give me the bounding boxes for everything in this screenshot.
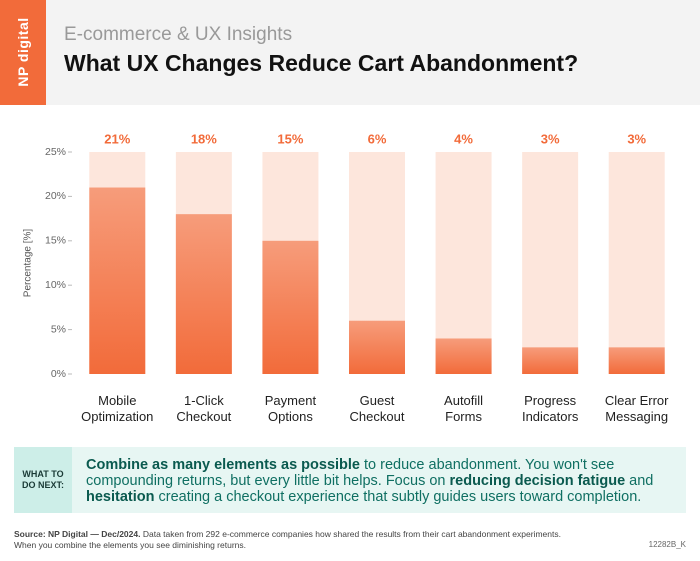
x-tick-label: Payment Options [264,393,317,424]
x-tick-label: Mobile Optimization [81,393,154,424]
value-label: 3% [627,131,646,146]
bar [262,240,319,374]
y-tick-label: 10% [45,279,66,291]
source-name: NP Digital — Dec/2024. [48,529,141,539]
text-segment: and [625,473,654,489]
y-tick-label: 25% [45,146,66,158]
value-label: 6% [368,131,387,146]
x-tick-label: Autofill Forms [444,393,484,424]
next-steps: WHAT TO DO NEXT: Combine as many element… [14,447,686,513]
bar [435,338,492,374]
x-tick-label: 1-Click Checkout [176,393,232,424]
bar-track [435,152,492,374]
value-label: 4% [454,131,473,146]
source: Source: NP Digital — Dec/2024. Data take… [14,529,574,551]
text-segment: hesitation [86,489,155,505]
text-segment: reducing decision fatigue [449,473,626,489]
source-note: Data taken from 292 e-commerce companies… [14,529,561,550]
x-tick-label: Guest Checkout [349,393,405,424]
text-segment: creating a checkout experience that subt… [154,489,642,505]
brand-text: NP digital [15,17,31,87]
text-segment: Combine as many elements as possible [86,457,360,473]
bar [608,347,665,374]
y-tick-label: 5% [51,323,66,335]
next-steps-label: WHAT TO DO NEXT: [14,447,72,513]
y-tick-label: 15% [45,235,66,247]
text-segment: to reduce abandonment. You won't see com… [86,457,615,489]
bar [349,320,405,374]
x-tick-label: Progress Indicators [521,393,579,424]
y-axis-label: Percentage [%] [23,229,34,298]
value-label: 18% [191,131,217,146]
subtitle: E-commerce & UX Insights [64,24,293,45]
bar-track [608,152,665,374]
source-label: Source: [14,529,46,539]
next-steps-text: Combine as many elements as possible to … [86,457,680,505]
code: 12282B_K [648,540,686,549]
value-label: 3% [541,131,560,146]
bar [522,347,579,374]
value-label: 15% [277,131,303,146]
bar [89,187,146,374]
x-tick-label: Clear Error Messaging [604,393,669,424]
y-tick-label: 20% [45,190,66,202]
chart: Percentage [%] 0% 5% 10% 15% 20% 25% 21% 18% 15% 6… [23,131,665,380]
title: What UX Changes Reduce Cart Abandonment? [64,50,579,76]
y-tick-label: 0% [51,368,66,380]
header: NP digital E-commerce & UX Insights What… [0,0,700,105]
bar-track [522,152,579,374]
brand-badge: NP digital [0,0,46,105]
value-label: 21% [104,131,130,146]
bar [175,214,232,374]
